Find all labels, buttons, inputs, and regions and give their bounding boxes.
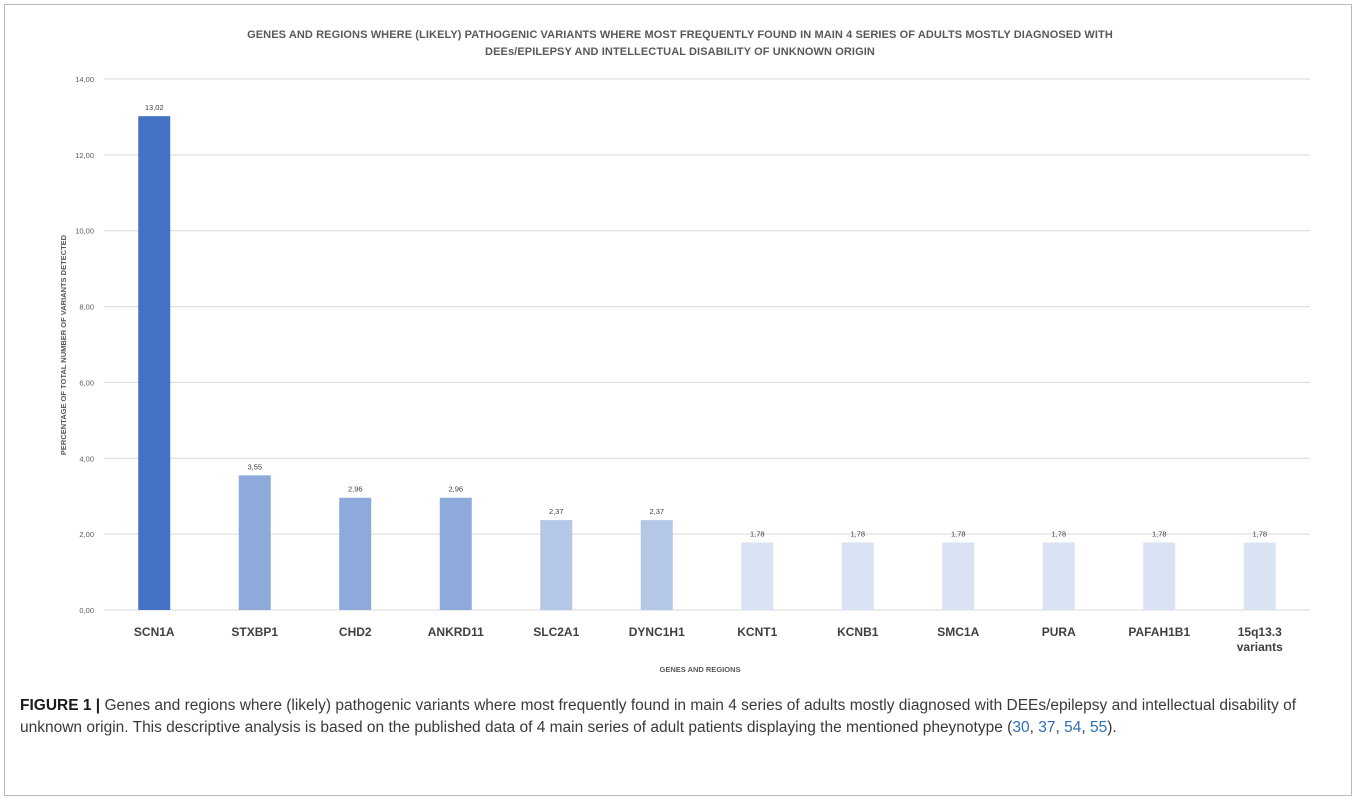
bar-value-label: 3,55 bbox=[247, 462, 262, 471]
bar-value-label: 13,02 bbox=[145, 103, 164, 112]
bar-chart: 0,00 2,00 4,00 6,00 8,00 10,00 12,00 14,00 13,0… bbox=[59, 75, 1310, 674]
x-tick-label: KCNB1 bbox=[837, 625, 879, 639]
bar-value-label: 2,96 bbox=[348, 485, 363, 494]
y-tick-label: 0,00 bbox=[79, 606, 94, 615]
x-tick-label: ANKRD11 bbox=[428, 625, 484, 639]
x-tick-label: PAFAH1B1 bbox=[1128, 625, 1190, 639]
x-tick-label: STXBP1 bbox=[231, 625, 278, 639]
reference-link[interactable]: 30 bbox=[1012, 719, 1030, 736]
bar bbox=[640, 520, 673, 610]
reference-link[interactable]: 37 bbox=[1038, 719, 1056, 736]
bar-value-label: 1,78 bbox=[850, 529, 865, 538]
chart-title-line-2: DEEs/EPILEPSY AND INTELLECTUAL DISABILIT… bbox=[485, 46, 875, 58]
gridlines bbox=[104, 78, 1310, 611]
value-labels: 13,02 3,55 2,96 2,96 2,37 2,37 1,78 1,78 1,78 1,7… bbox=[145, 103, 1267, 538]
chart-title-line-1: GENES AND REGIONS WHERE (LIKELY) PATHOGE… bbox=[247, 29, 1113, 41]
bar bbox=[1243, 542, 1276, 610]
x-tick-label: PURA bbox=[1042, 625, 1076, 639]
figure-frame bbox=[4, 4, 1352, 796]
bar bbox=[339, 497, 372, 610]
bar bbox=[1143, 542, 1176, 610]
x-tick-label: variants bbox=[1237, 640, 1283, 654]
caption-end: ). bbox=[1107, 719, 1117, 736]
x-tick-label: DYNC1H1 bbox=[629, 625, 685, 639]
bars bbox=[138, 116, 1276, 611]
chart-title: GENES AND REGIONS WHERE (LIKELY) PATHOGE… bbox=[60, 27, 1300, 61]
reference-link[interactable]: 54 bbox=[1064, 719, 1082, 736]
x-tick-label: KCNT1 bbox=[737, 625, 777, 639]
x-tick-label: SLC2A1 bbox=[533, 625, 579, 639]
y-axis-label: PERCENTAGE OF TOTAL NUMBER OF VARIANTS D… bbox=[59, 234, 68, 455]
bar bbox=[942, 542, 975, 610]
x-tick-label: 15q13.3 bbox=[1238, 625, 1282, 639]
reference-link[interactable]: 55 bbox=[1089, 719, 1108, 736]
y-tick-label: 2,00 bbox=[79, 530, 94, 539]
bar-value-label: 1,78 bbox=[1051, 529, 1066, 538]
bar bbox=[439, 497, 472, 610]
bar-value-label: 1,78 bbox=[951, 529, 966, 538]
bar-value-label: 1,78 bbox=[750, 529, 765, 538]
x-axis-label: GENES AND REGIONS bbox=[660, 665, 741, 674]
bar bbox=[238, 475, 271, 610]
y-tick-label: 10,00 bbox=[75, 227, 94, 236]
y-axis-ticks: 0,00 2,00 4,00 6,00 8,00 10,00 12,00 14,00 bbox=[75, 75, 94, 615]
x-axis-ticks: SCN1A STXBP1 CHD2 ANKRD11 SLC2A1 DYNC1H1 KCNT1… bbox=[134, 625, 1283, 654]
bar-value-label: 2,96 bbox=[448, 485, 463, 494]
x-tick-label: SMC1A bbox=[937, 625, 979, 639]
bar bbox=[1042, 542, 1075, 610]
y-tick-label: 6,00 bbox=[79, 378, 94, 387]
figure-label: FIGURE 1 | bbox=[20, 697, 101, 714]
x-tick-label: SCN1A bbox=[134, 625, 175, 639]
bar bbox=[540, 520, 573, 610]
x-tick-label: CHD2 bbox=[339, 625, 372, 639]
y-tick-label: 8,00 bbox=[79, 303, 94, 312]
bar-value-label: 2,37 bbox=[549, 507, 564, 516]
bar bbox=[841, 542, 874, 610]
figure-caption: FIGURE 1 | Genes and regions where (like… bbox=[20, 697, 1296, 736]
bar bbox=[741, 542, 774, 610]
bar-value-label: 1,78 bbox=[1152, 529, 1167, 538]
y-tick-label: 14,00 bbox=[75, 75, 94, 84]
bar-value-label: 2,37 bbox=[649, 507, 664, 516]
y-tick-label: 12,00 bbox=[75, 151, 94, 160]
bar bbox=[138, 116, 171, 611]
y-tick-label: 4,00 bbox=[79, 454, 94, 463]
caption-text: Genes and regions where (likely) pathoge… bbox=[20, 697, 1296, 736]
bar-value-label: 1,78 bbox=[1252, 529, 1267, 538]
